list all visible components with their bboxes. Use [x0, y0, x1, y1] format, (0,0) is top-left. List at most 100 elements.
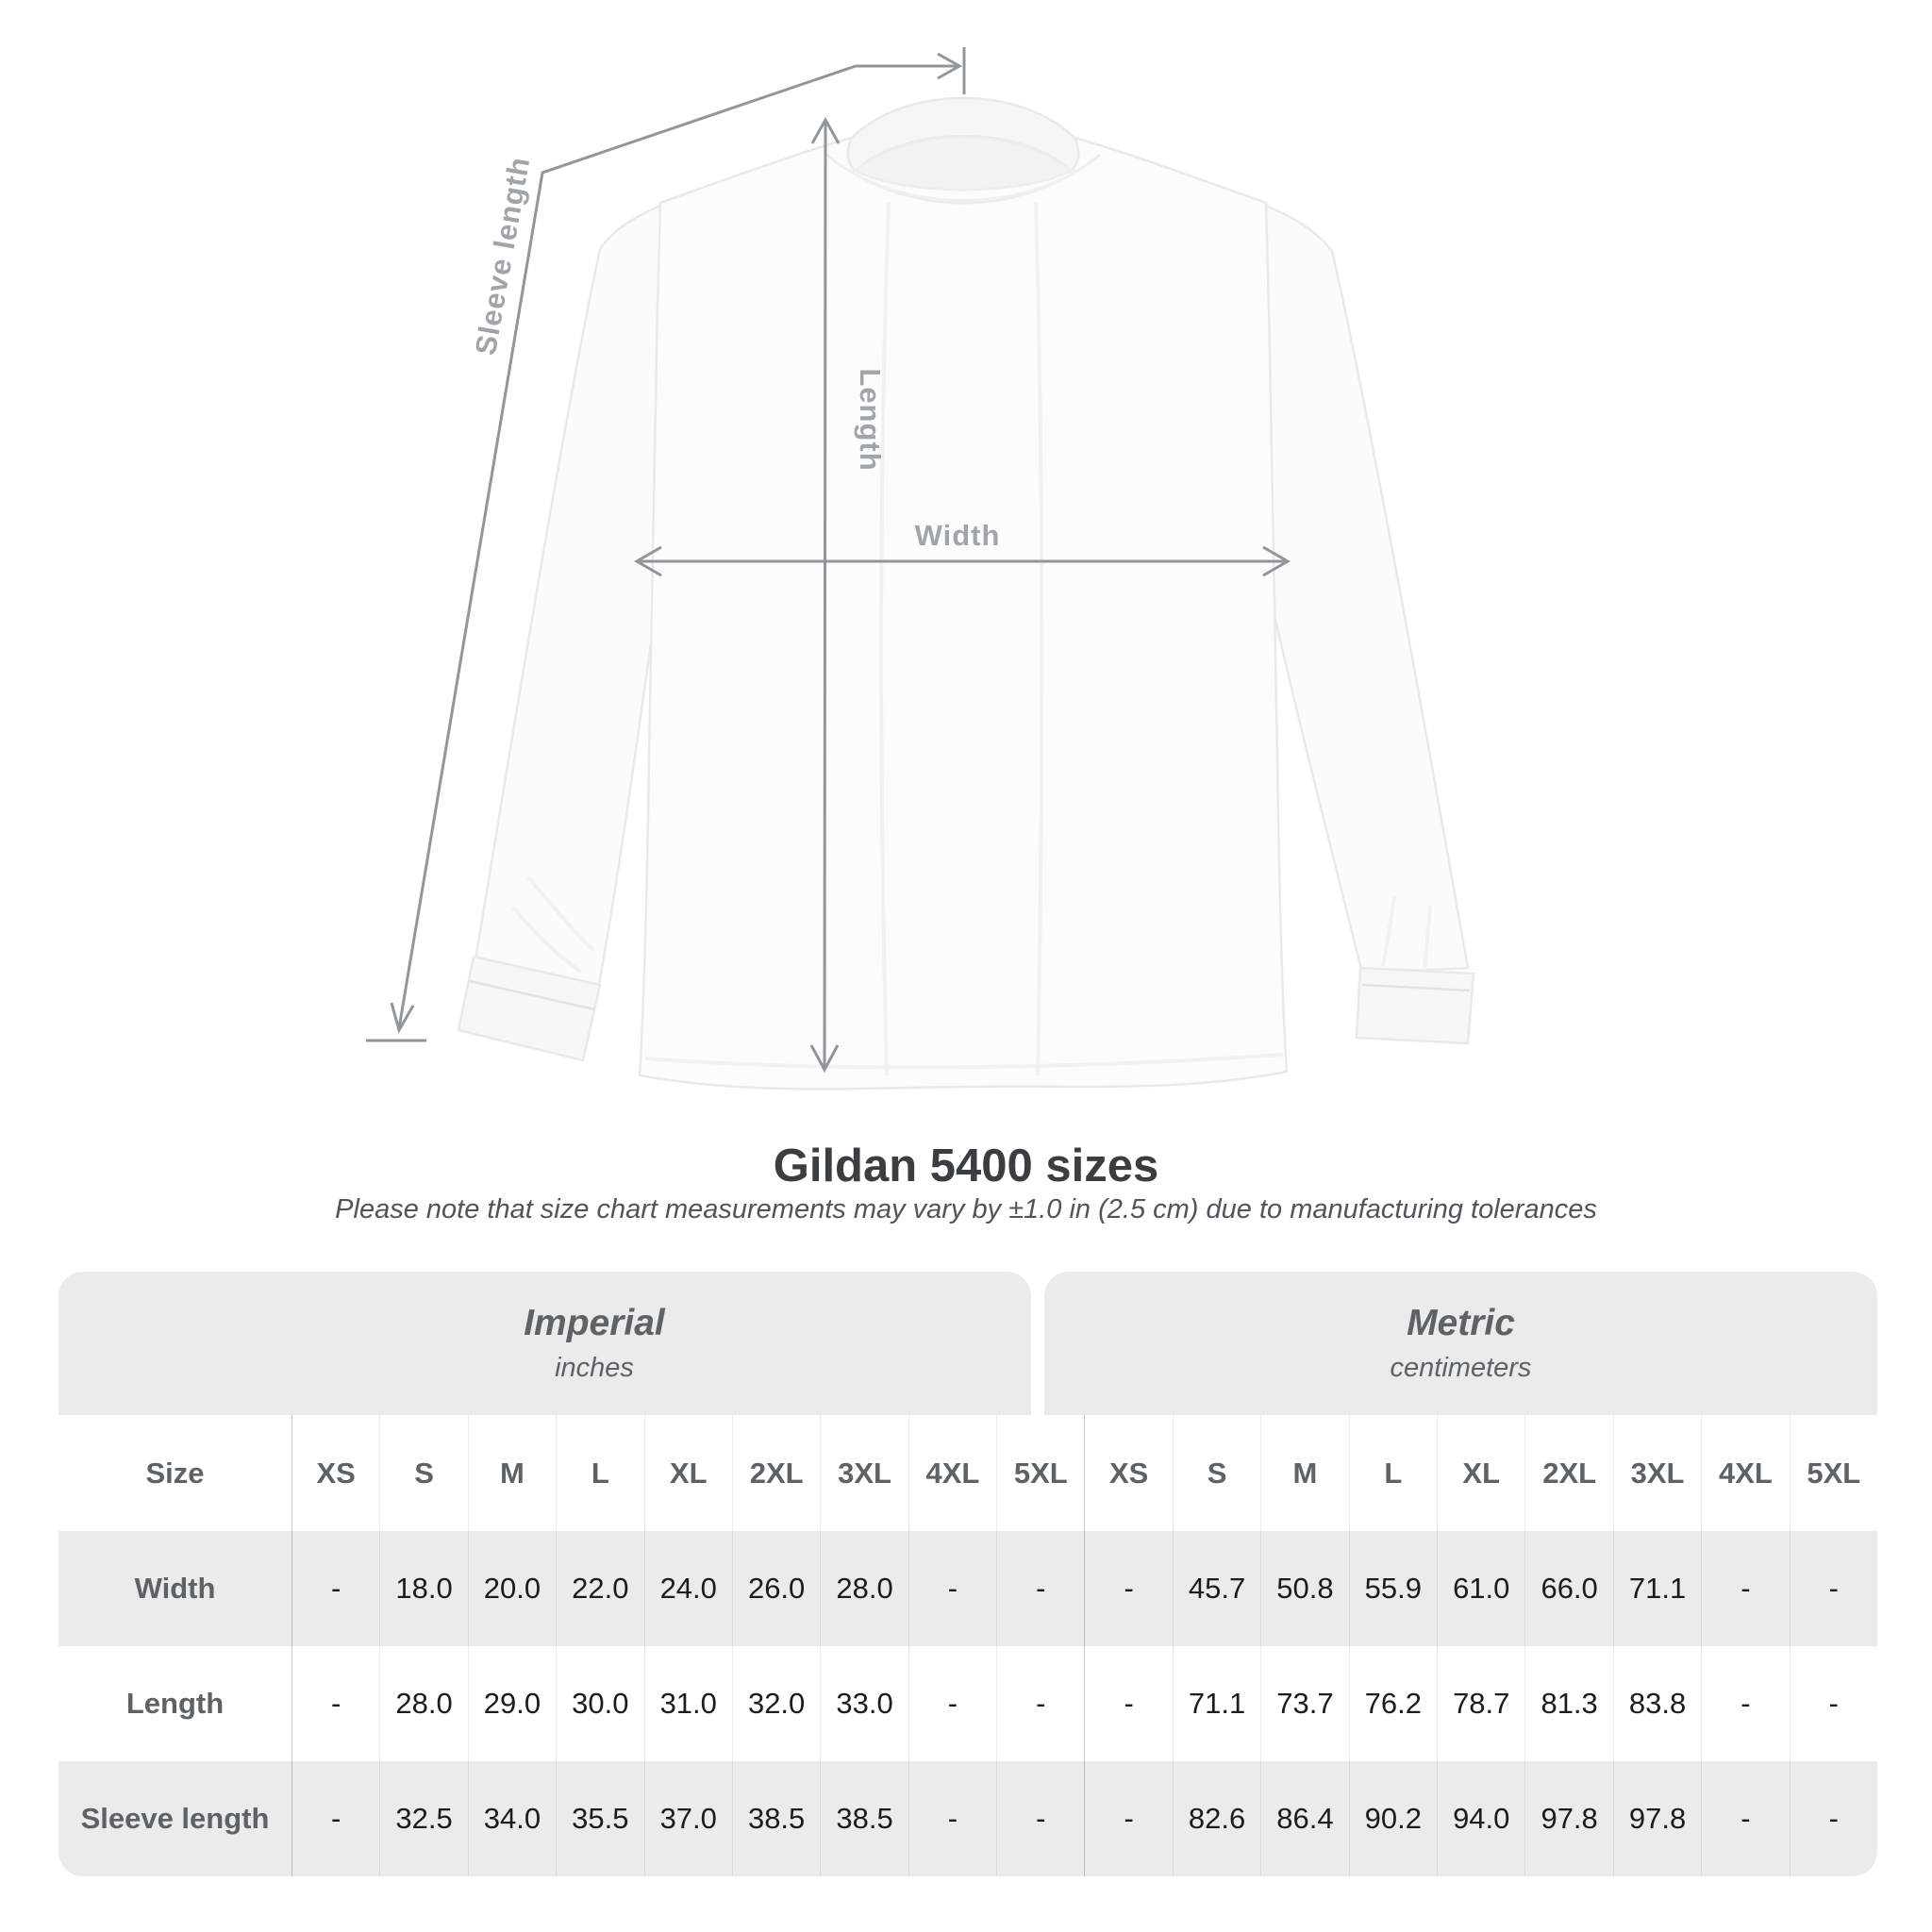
size-chart-table: Size XS S M L XL 2XL 3XL 4XL 5XL XS S M L XL 2XL 3XL 4XL 5…	[58, 1415, 1877, 1876]
metric-value-cell: -	[1084, 1531, 1172, 1646]
metric-value-cell: -	[1789, 1646, 1877, 1761]
imperial-value-cell: 32.5	[379, 1761, 467, 1876]
long-sleeve-shirt-graphic	[457, 96, 1475, 1091]
metric-value-cell: -	[1084, 1646, 1172, 1761]
metric-value-cell: 71.1	[1172, 1646, 1260, 1761]
imperial-value-cell: 33.0	[820, 1646, 908, 1761]
metric-value-cell: 73.7	[1260, 1646, 1348, 1761]
size-header-row: Size XS S M L XL 2XL 3XL 4XL 5XL XS S M L XL 2XL 3XL 4XL 5…	[58, 1415, 1877, 1531]
metric-value-cell: 45.7	[1172, 1531, 1260, 1646]
sleeve-length-dimension-label: Sleeve length	[469, 154, 536, 358]
imperial-unit-header: Imperial inches	[58, 1272, 1031, 1415]
imperial-value-cell: -	[996, 1646, 1084, 1761]
length-arrow	[809, 116, 841, 1074]
imperial-value-cell: 38.5	[731, 1761, 820, 1876]
imperial-value-cell: 28.0	[379, 1646, 467, 1761]
metric-value-cell: 76.2	[1348, 1646, 1437, 1761]
metric-value-cell: 90.2	[1348, 1761, 1437, 1876]
metric-value-cell: 81.3	[1524, 1646, 1612, 1761]
imperial-value-cell: 28.0	[820, 1531, 908, 1646]
length-dimension-label: Length	[854, 368, 887, 471]
shirt-body	[638, 98, 1289, 1091]
size-column-xs-metric: XS	[1084, 1415, 1172, 1531]
imperial-value-cell: 18.0	[379, 1531, 467, 1646]
imperial-value-cell: 26.0	[731, 1531, 820, 1646]
measurement-row-width: Width -18.0 20.0 22.0 24.0 26.0 28.0- - -45.7 50.…	[58, 1531, 1877, 1646]
metric-value-cell: 82.6	[1172, 1761, 1260, 1876]
size-column-3xl-metric: 3XL	[1612, 1415, 1701, 1531]
imperial-value-cell: -	[996, 1761, 1084, 1876]
metric-value-cell: 86.4	[1260, 1761, 1348, 1876]
metric-label: Metric	[1407, 1303, 1515, 1343]
imperial-value-cell: 22.0	[556, 1531, 643, 1646]
size-column-4xl-imperial: 4XL	[908, 1415, 996, 1531]
metric-value-cell: -	[1701, 1531, 1789, 1646]
size-column-m-imperial: M	[467, 1415, 556, 1531]
imperial-value-cell: -	[908, 1761, 996, 1876]
imperial-value-cell: 37.0	[643, 1761, 732, 1876]
width-arrow	[633, 545, 1291, 577]
imperial-value-cell: -	[908, 1531, 996, 1646]
metric-value-cell: 78.7	[1437, 1646, 1524, 1761]
size-column-m-metric: M	[1260, 1415, 1348, 1531]
size-column-2xl-imperial: 2XL	[731, 1415, 820, 1531]
imperial-value-cell: 35.5	[556, 1761, 643, 1876]
width-dimension-label: Width	[915, 519, 1001, 552]
measurement-arrows	[366, 47, 1291, 1074]
metric-value-cell: 66.0	[1524, 1531, 1612, 1646]
page-title: Gildan 5400 sizes	[773, 1141, 1159, 1191]
unit-header-row: Imperial inches Metric centimeters	[58, 1272, 1877, 1415]
metric-value-cell: 55.9	[1348, 1531, 1437, 1646]
measurement-row-length: Length -28.0 29.0 30.0 31.0 32.0 33.0- - -71.1 73…	[58, 1646, 1877, 1761]
imperial-value-cell: -	[908, 1646, 996, 1761]
metric-value-cell: -	[1701, 1761, 1789, 1876]
imperial-value-cell: -	[996, 1531, 1084, 1646]
imperial-value-cell: -	[291, 1761, 379, 1876]
row-label: Width	[134, 1572, 216, 1605]
metric-value-cell: 50.8	[1260, 1531, 1348, 1646]
imperial-value-cell: 32.0	[731, 1646, 820, 1761]
metric-value-cell: -	[1084, 1761, 1172, 1876]
metric-value-cell: 83.8	[1612, 1646, 1701, 1761]
measurement-row-sleeve-length: Sleeve length -32.5 34.0 35.5 37.0 38.5 38.5- -…	[58, 1761, 1877, 1876]
size-column-xl-imperial: XL	[643, 1415, 732, 1531]
imperial-value-cell: 30.0	[556, 1646, 643, 1761]
row-label: Sleeve length	[80, 1802, 270, 1835]
shirt-size-diagram: Width Length Sleeve length	[366, 47, 1475, 1091]
row-label: Length	[125, 1687, 225, 1720]
shirt-right-sleeve	[1264, 204, 1470, 975]
imperial-value-cell: 31.0	[643, 1646, 732, 1761]
imperial-label: Imperial	[524, 1303, 665, 1343]
size-column-5xl-imperial: 5XL	[996, 1415, 1084, 1531]
metric-value-cell: 94.0	[1437, 1761, 1524, 1876]
tolerance-note: Please note that size chart measurements…	[335, 1194, 1597, 1224]
imperial-value-cell: -	[291, 1531, 379, 1646]
metric-value-cell: -	[1789, 1761, 1877, 1876]
size-column-l-metric: L	[1348, 1415, 1437, 1531]
metric-unit-header: Metric centimeters	[1044, 1272, 1877, 1415]
imperial-value-cell: 24.0	[643, 1531, 732, 1646]
shirt-left-cuff	[457, 955, 602, 1062]
size-column-s-imperial: S	[379, 1415, 467, 1531]
size-column-4xl-metric: 4XL	[1701, 1415, 1789, 1531]
size-column-s-metric: S	[1172, 1415, 1260, 1531]
size-column-5xl-metric: 5XL	[1789, 1415, 1877, 1531]
size-column-2xl-metric: 2XL	[1524, 1415, 1612, 1531]
size-column-header: Size	[145, 1456, 205, 1490]
size-column-3xl-imperial: 3XL	[820, 1415, 908, 1531]
imperial-value-cell: 34.0	[467, 1761, 556, 1876]
metric-value-cell: -	[1701, 1646, 1789, 1761]
metric-value-cell: 97.8	[1524, 1761, 1612, 1876]
metric-value-cell: 97.8	[1612, 1761, 1701, 1876]
size-column-l-imperial: L	[556, 1415, 643, 1531]
imperial-value-cell: 38.5	[820, 1761, 908, 1876]
metric-sublabel: centimeters	[1390, 1353, 1532, 1383]
imperial-value-cell: 20.0	[467, 1531, 556, 1646]
imperial-sublabel: inches	[555, 1353, 634, 1383]
imperial-value-cell: -	[291, 1646, 379, 1761]
shirt-right-cuff	[1355, 966, 1475, 1045]
size-column-xl-metric: XL	[1437, 1415, 1524, 1531]
shirt-neck-opening	[852, 136, 1074, 192]
sleeve-length-arrow	[366, 47, 966, 1042]
